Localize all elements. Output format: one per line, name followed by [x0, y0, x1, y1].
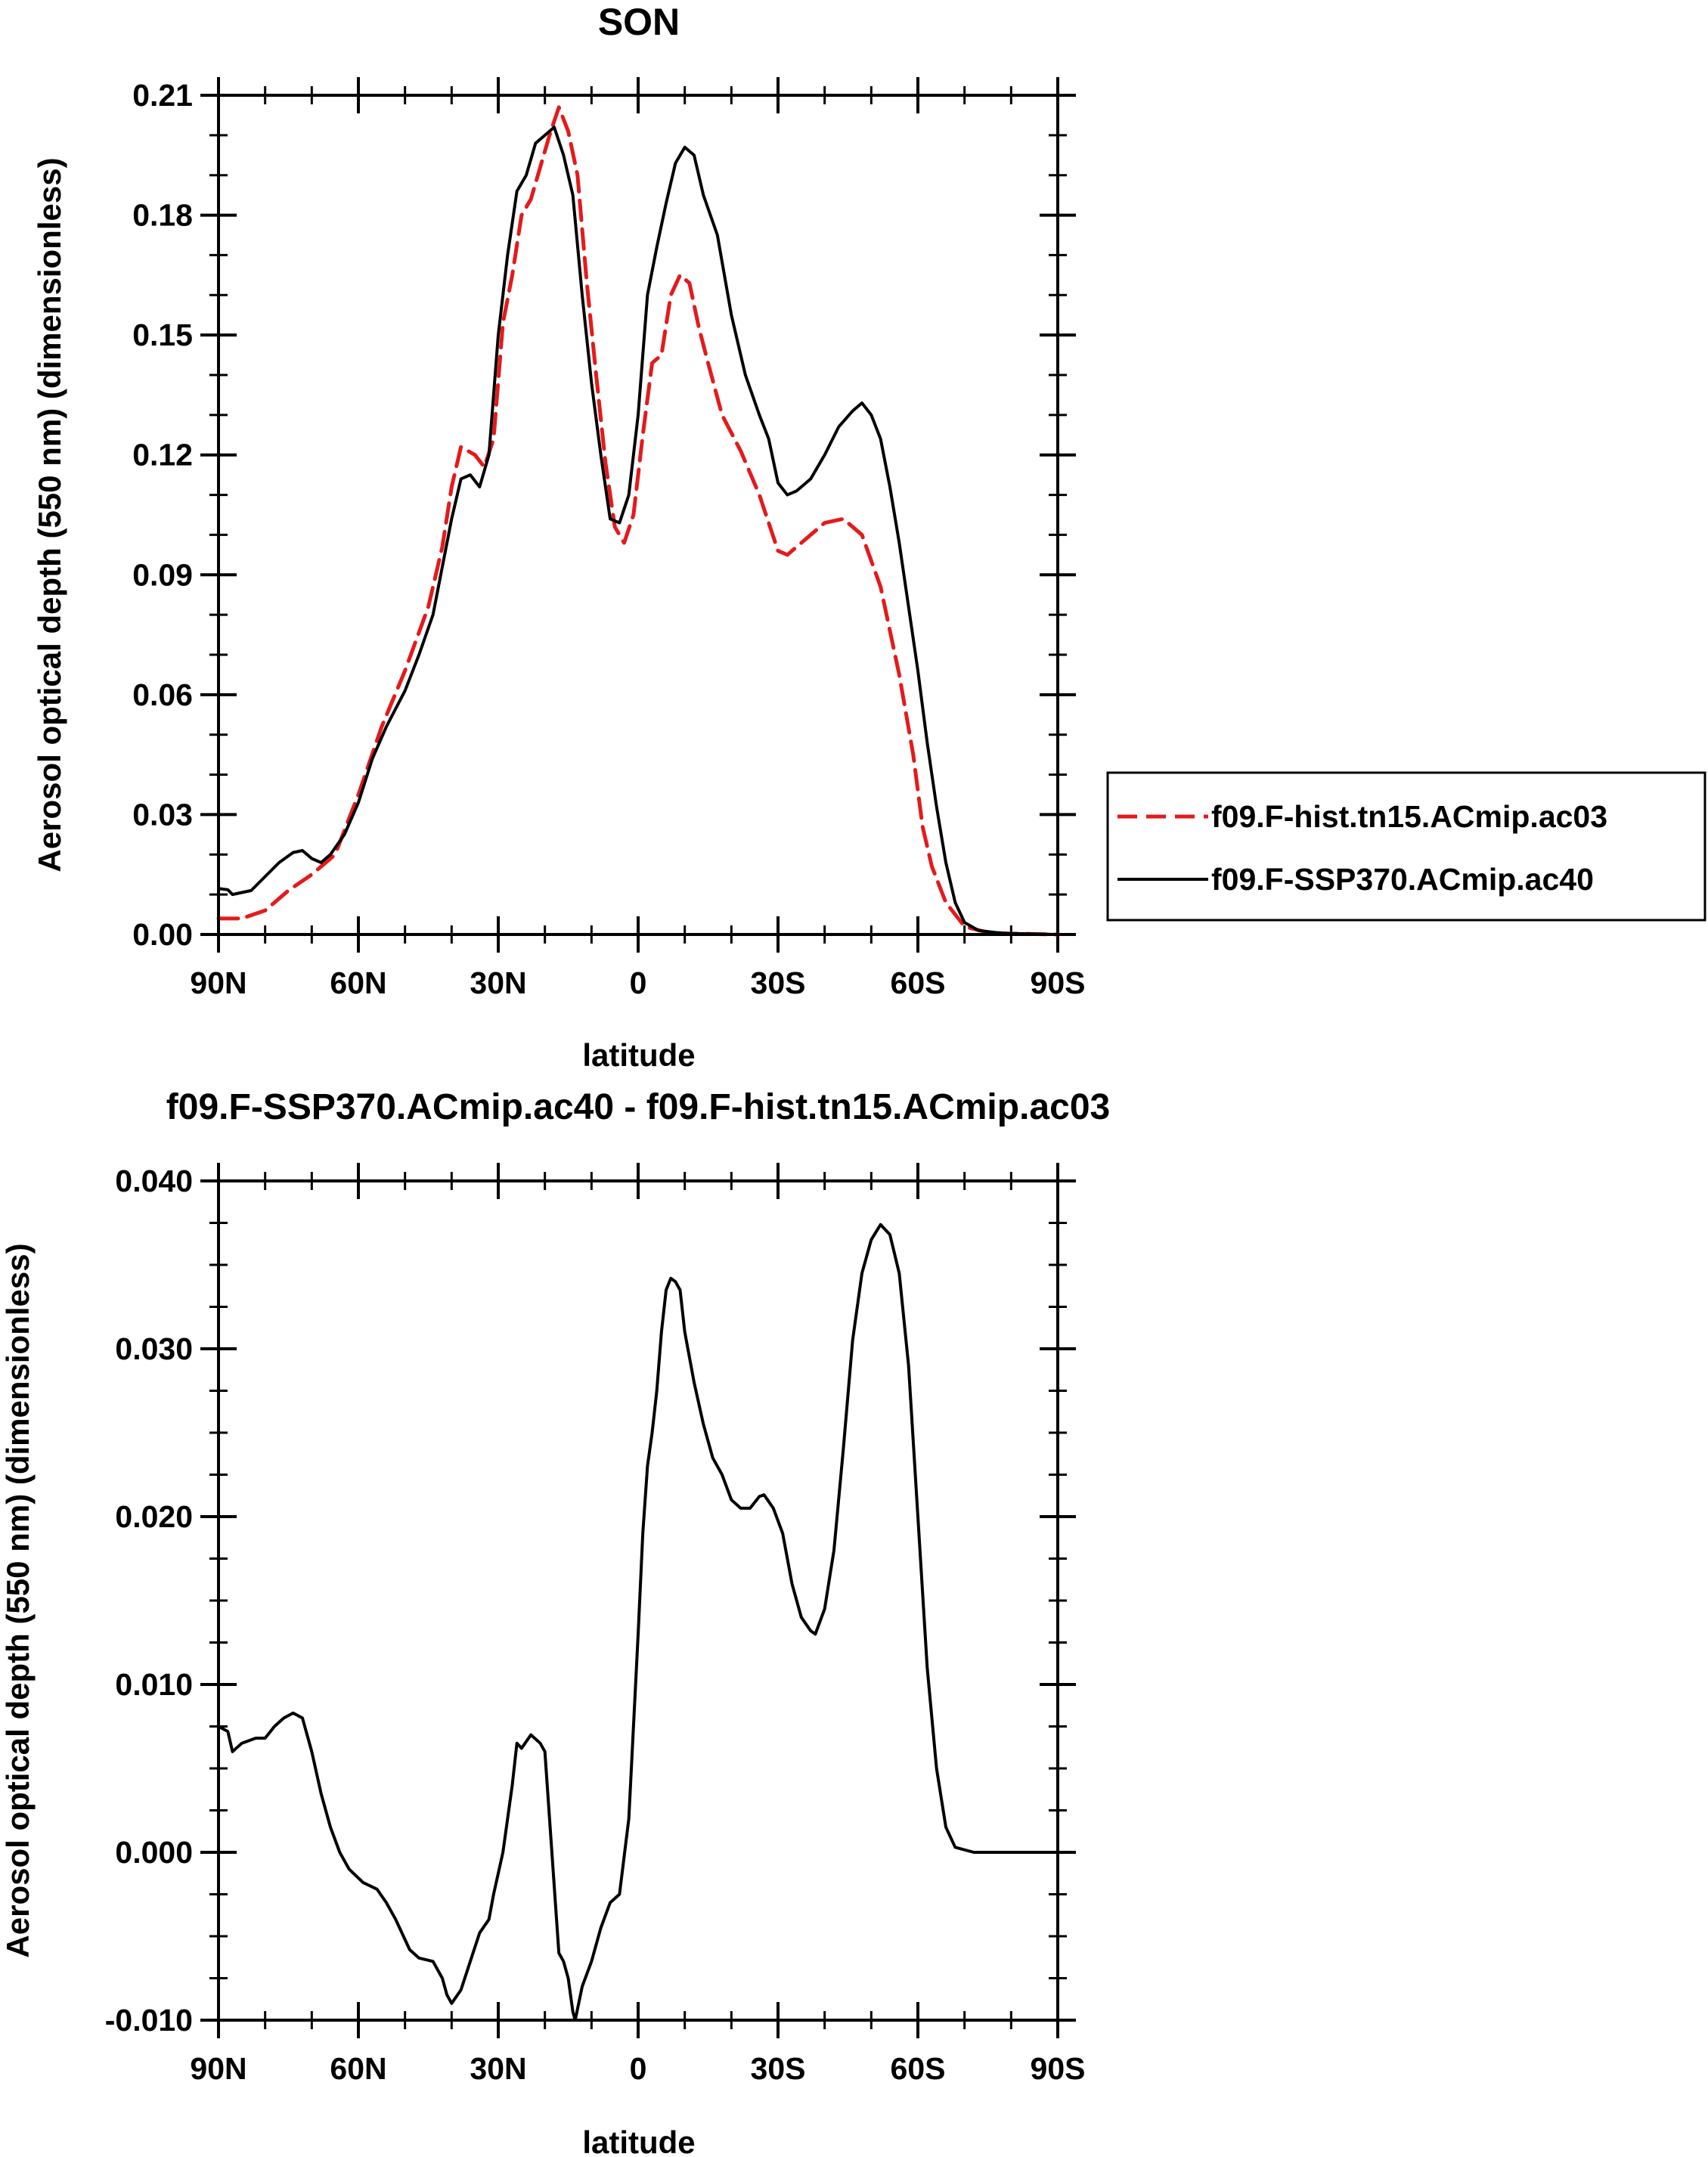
top-chart-x-tick-label: 60N [330, 965, 386, 1000]
bottom-chart-y-tick-label: 0.040 [115, 1164, 193, 1198]
bottom-chart-x-tick-label: 0 [630, 2051, 647, 2086]
bottom-chart-x-tick-label: 90S [1031, 2051, 1086, 2086]
bottom-chart-title: f09.F-SSP370.ACmip.ac40 - f09.F-hist.tn1… [166, 1087, 1110, 1127]
top-chart-plot-area [216, 105, 1060, 937]
bottom-chart-x-tick-label: 90N [190, 2051, 246, 2086]
bottom-chart-y-axis-label: Aerosol optical depth (550 nm) (dimensio… [0, 1243, 36, 1957]
top-chart-y-tick-label: 0.03 [132, 797, 193, 832]
bottom-chart-x-tick-label: 30N [470, 2051, 526, 2086]
top-chart-title: SON [598, 1, 680, 43]
bottom-chart-series-line-0 [217, 1223, 1059, 2022]
top-chart-legend: f09.F-hist.tn15.ACmip.ac03 f09.F-SSP370.… [1106, 771, 1706, 922]
bottom-chart-x-axis-label: latitude [582, 2124, 695, 2157]
bottom-chart-panel: f09.F-SSP370.ACmip.ac40 - f09.F-hist.tn1… [0, 1087, 1110, 2157]
top-chart-y-tick-label: 0.18 [132, 198, 193, 233]
bottom-chart-y-tick-label: -0.010 [105, 2003, 193, 2038]
bottom-chart-y-tick-label: 0.030 [115, 1331, 193, 1366]
top-chart-y-axis-label: Aerosol optical depth (550 nm) (dimensio… [32, 157, 67, 872]
top-chart-x-tick-label: 60S [891, 965, 946, 1000]
bottom-chart-x-tick-label: 60N [330, 2051, 386, 2086]
top-chart-panel: SON Aerosol optical depth (550 nm) (dime… [32, 1, 1085, 1073]
top-chart-y-tick-label: 0.00 [132, 917, 193, 952]
top-chart-y-tick-label: 0.06 [132, 677, 193, 712]
top-chart-x-tick-label: 0 [630, 965, 647, 1000]
top-chart-x-tick-label: 30S [751, 965, 806, 1000]
legend-label-hist: f09.F-hist.tn15.ACmip.ac03 [1211, 799, 1607, 834]
top-chart-frame [217, 94, 1059, 936]
bottom-chart-plot-area [217, 1223, 1059, 2022]
legend-box [1106, 771, 1706, 922]
top-chart-y-tick-label: 0.09 [132, 557, 193, 592]
top-chart-y-tick-label: 0.15 [132, 318, 193, 352]
top-chart-y-tick-label: 0.21 [132, 78, 193, 113]
bottom-chart-frame [217, 1179, 1059, 2022]
top-chart-x-tick-label: 90N [190, 965, 246, 1000]
top-chart-y-tick-label: 0.12 [132, 438, 193, 473]
top-chart-x-tick-label: 30N [470, 965, 526, 1000]
bottom-chart-y-tick-label: 0.000 [115, 1835, 193, 1870]
top-chart-x-axis-label: latitude [582, 1037, 695, 1073]
legend-label-ssp370: f09.F-SSP370.ACmip.ac40 [1211, 862, 1594, 897]
bottom-chart-y-tick-label: 0.020 [115, 1499, 193, 1534]
bottom-chart-axes: -0.010 0.000 0.010 0.020 0.030 0.040 90N 60N 30N… [105, 1163, 1086, 2086]
top-chart-series-line-0 [216, 105, 1060, 937]
bottom-chart-y-tick-label: 0.010 [115, 1667, 193, 1702]
top-chart-series-line-1 [217, 126, 1059, 936]
bottom-chart-x-tick-label: 60S [891, 2051, 946, 2086]
top-chart-x-tick-label: 90S [1031, 965, 1086, 1000]
bottom-chart-x-tick-label: 30S [751, 2051, 806, 2086]
